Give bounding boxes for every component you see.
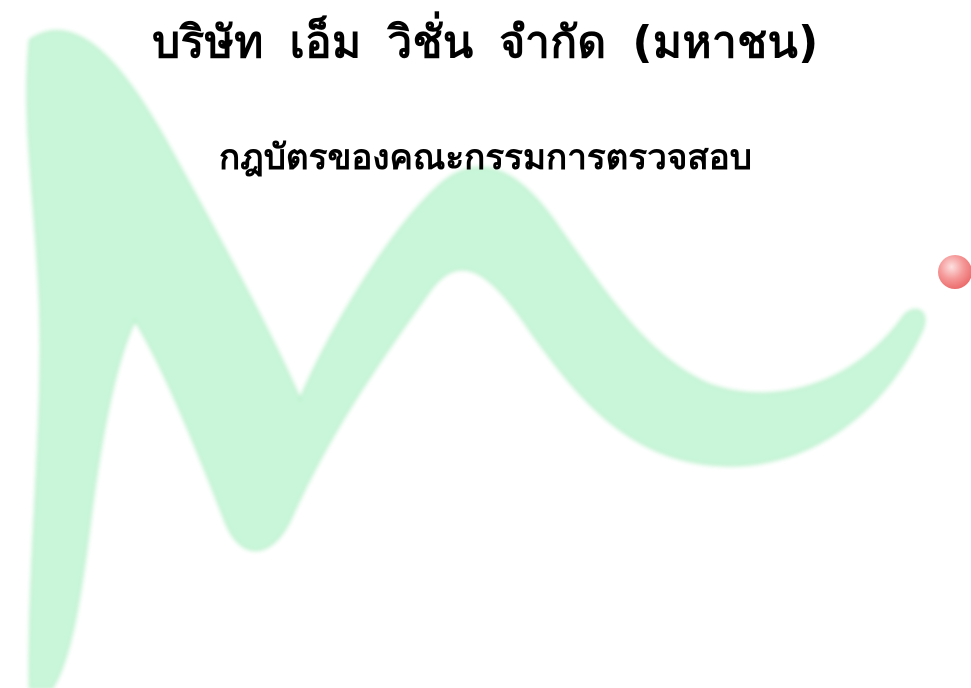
company-title: บริษัท เอ็ม วิชั่น จำกัด (มหาชน) [152,17,819,68]
document-subtitle: กฎบัตรของคณะกรรมการตรวจสอบ [219,138,752,178]
logo-red-dot [938,255,971,289]
logo-swoosh-shape [26,30,926,688]
